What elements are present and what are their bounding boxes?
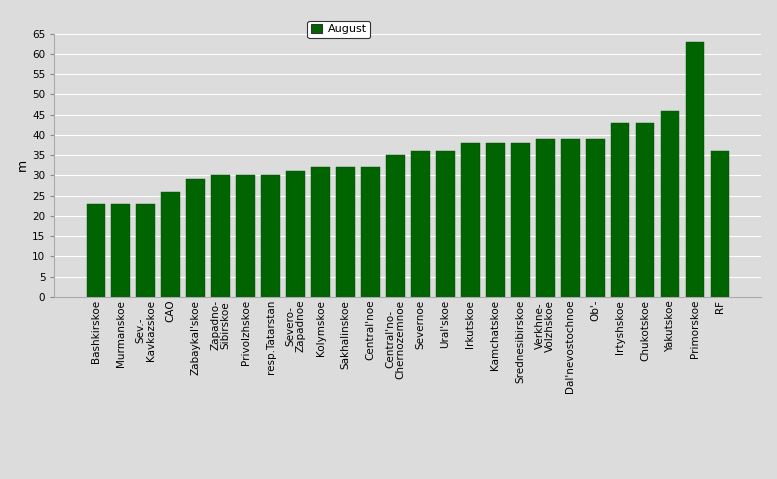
Bar: [461, 143, 479, 297]
Bar: [162, 192, 180, 297]
Bar: [336, 167, 355, 297]
Bar: [536, 139, 555, 297]
Bar: [511, 143, 530, 297]
Bar: [186, 180, 205, 297]
Bar: [312, 167, 330, 297]
Bar: [711, 151, 730, 297]
Bar: [361, 167, 380, 297]
Bar: [211, 175, 230, 297]
Bar: [137, 204, 155, 297]
Bar: [111, 204, 131, 297]
Bar: [611, 123, 629, 297]
Bar: [411, 151, 430, 297]
Bar: [286, 171, 305, 297]
Bar: [486, 143, 504, 297]
Bar: [386, 155, 405, 297]
Legend: August: August: [308, 21, 370, 38]
Bar: [436, 151, 455, 297]
Bar: [561, 139, 580, 297]
Bar: [86, 204, 105, 297]
Bar: [685, 42, 705, 297]
Bar: [660, 111, 679, 297]
Bar: [636, 123, 654, 297]
Bar: [261, 175, 280, 297]
Bar: [586, 139, 605, 297]
Y-axis label: m: m: [16, 159, 30, 171]
Bar: [236, 175, 255, 297]
